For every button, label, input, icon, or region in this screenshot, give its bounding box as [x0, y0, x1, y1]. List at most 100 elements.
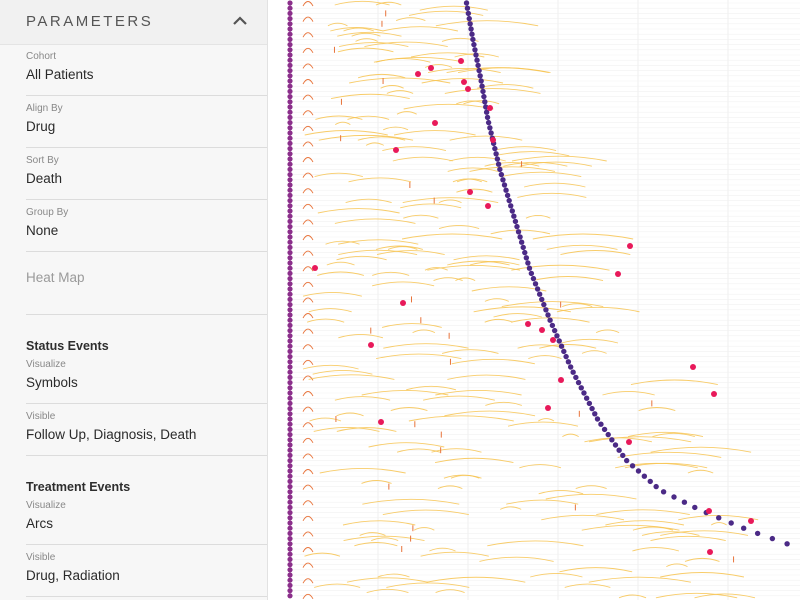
death-marker: [471, 41, 477, 48]
treatment-arc: [302, 593, 314, 600]
death-marker: [578, 385, 584, 391]
treatment-arc: [302, 32, 314, 38]
alignment-marker: [287, 421, 293, 427]
status-marker: [368, 342, 374, 348]
treatment-arc: [357, 136, 406, 141]
treatment-arc: [336, 412, 364, 417]
treatment-arc: [372, 281, 435, 287]
heat-map-label: Heat Map: [26, 270, 85, 285]
alignment-marker: [287, 234, 293, 240]
alignment-marker: [287, 593, 293, 599]
alignment-marker: [287, 551, 293, 557]
death-marker: [487, 125, 493, 131]
death-marker: [598, 421, 604, 427]
death-marker: [511, 213, 517, 219]
death-marker: [565, 359, 572, 365]
status-marker: [485, 203, 491, 209]
treatment-arc: [337, 31, 402, 37]
death-marker: [495, 161, 502, 167]
treatment-arc: [393, 130, 476, 136]
treatment-arc: [337, 47, 394, 53]
treatment-arc: [312, 369, 373, 375]
treatment-arc: [447, 260, 510, 266]
alignment-marker: [287, 276, 293, 282]
treatment-arc: [302, 578, 314, 584]
status-visualize-select[interactable]: Visualize Symbols: [26, 359, 267, 404]
alignment-marker: [287, 52, 293, 58]
alignment-marker: [287, 239, 293, 245]
treatment-arc: [532, 233, 634, 240]
treatment-arc: [403, 214, 439, 219]
treatment-arc: [539, 344, 597, 349]
cohort-value: All Patients: [26, 67, 94, 82]
cohort-label: Cohort: [26, 51, 57, 62]
alignment-marker: [287, 536, 293, 542]
treatment-arc: [596, 509, 690, 516]
treatment-arc: [469, 261, 520, 266]
panel-header[interactable]: PARAMETERS: [0, 0, 267, 45]
treatment-visualize-value: Arcs: [26, 516, 53, 531]
treatment-arc: [304, 130, 388, 136]
status-marker: [707, 549, 713, 555]
treatment-arc: [506, 499, 579, 505]
alignment-marker: [287, 494, 293, 500]
alignment-marker: [287, 515, 293, 521]
sort-by-select[interactable]: Sort By Death: [26, 155, 267, 200]
death-marker: [483, 109, 490, 115]
status-marker: [415, 71, 421, 77]
patient-timeline-visualization[interactable]: [268, 0, 800, 600]
treatment-arc: [408, 10, 484, 16]
treatment-arc: [556, 306, 640, 313]
alignment-marker: [287, 541, 293, 547]
alignment-marker: [287, 354, 293, 360]
treatment-arc: [330, 26, 384, 32]
death-marker: [477, 73, 483, 79]
treatment-arc: [564, 583, 611, 588]
alignment-marker: [287, 270, 293, 276]
death-marker: [728, 520, 734, 526]
treatment-arc: [302, 453, 314, 459]
treatment-arc: [511, 155, 607, 162]
treatment-visualize-label: Visualize: [26, 500, 66, 511]
treatment-arc: [302, 125, 314, 132]
treatment-arc: [386, 90, 414, 94]
chevron-up-icon[interactable]: [230, 11, 250, 31]
treatment-arc: [302, 297, 314, 303]
alignment-marker: [287, 567, 293, 573]
treatment-visualize-select[interactable]: Visualize Arcs: [26, 500, 267, 545]
treatment-arc: [401, 233, 503, 240]
heat-map-toggle[interactable]: Heat Map: [26, 270, 267, 315]
death-marker: [485, 119, 492, 126]
treatment-arc: [435, 589, 465, 594]
treatment-arc: [326, 261, 355, 266]
cohort-select[interactable]: Cohort All Patients: [26, 51, 267, 96]
status-visible-select[interactable]: Visible Follow Up, Diagnosis, Death: [26, 411, 267, 456]
death-marker: [473, 52, 479, 58]
treatment-visible-select[interactable]: Visible Drug, Radiation: [26, 552, 267, 597]
death-marker: [586, 400, 593, 407]
death-marker: [518, 239, 525, 245]
status-marker: [525, 321, 531, 327]
death-marker: [551, 327, 558, 334]
death-marker: [500, 177, 506, 183]
treatment-arc: [302, 364, 359, 370]
align-by-select[interactable]: Align By Drug: [26, 103, 267, 148]
treatment-arc: [381, 323, 442, 328]
group-by-select[interactable]: Group By None: [26, 207, 267, 252]
death-marker: [528, 270, 535, 277]
treatment-arc: [302, 313, 314, 319]
treatment-arc: [575, 485, 607, 490]
alignment-marker: [287, 218, 293, 224]
status-marker: [690, 364, 696, 370]
treatment-arc: [427, 264, 521, 271]
treatment-arc: [357, 73, 406, 79]
treatment-arc: [362, 498, 460, 505]
alignment-marker: [287, 21, 293, 27]
death-marker: [536, 291, 543, 297]
treatment-arc: [361, 389, 449, 396]
timeline-canvas[interactable]: [268, 0, 800, 600]
alignment-marker: [287, 114, 293, 120]
alignment-marker: [287, 530, 293, 537]
alignment-marker: [287, 478, 293, 484]
treatment-arc: [375, 58, 431, 63]
